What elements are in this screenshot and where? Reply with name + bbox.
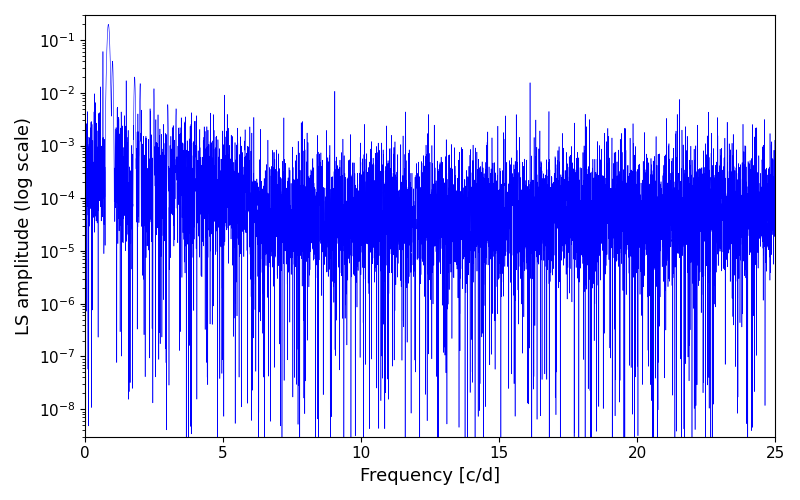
Y-axis label: LS amplitude (log scale): LS amplitude (log scale) (15, 117, 33, 335)
X-axis label: Frequency [c/d]: Frequency [c/d] (360, 467, 500, 485)
